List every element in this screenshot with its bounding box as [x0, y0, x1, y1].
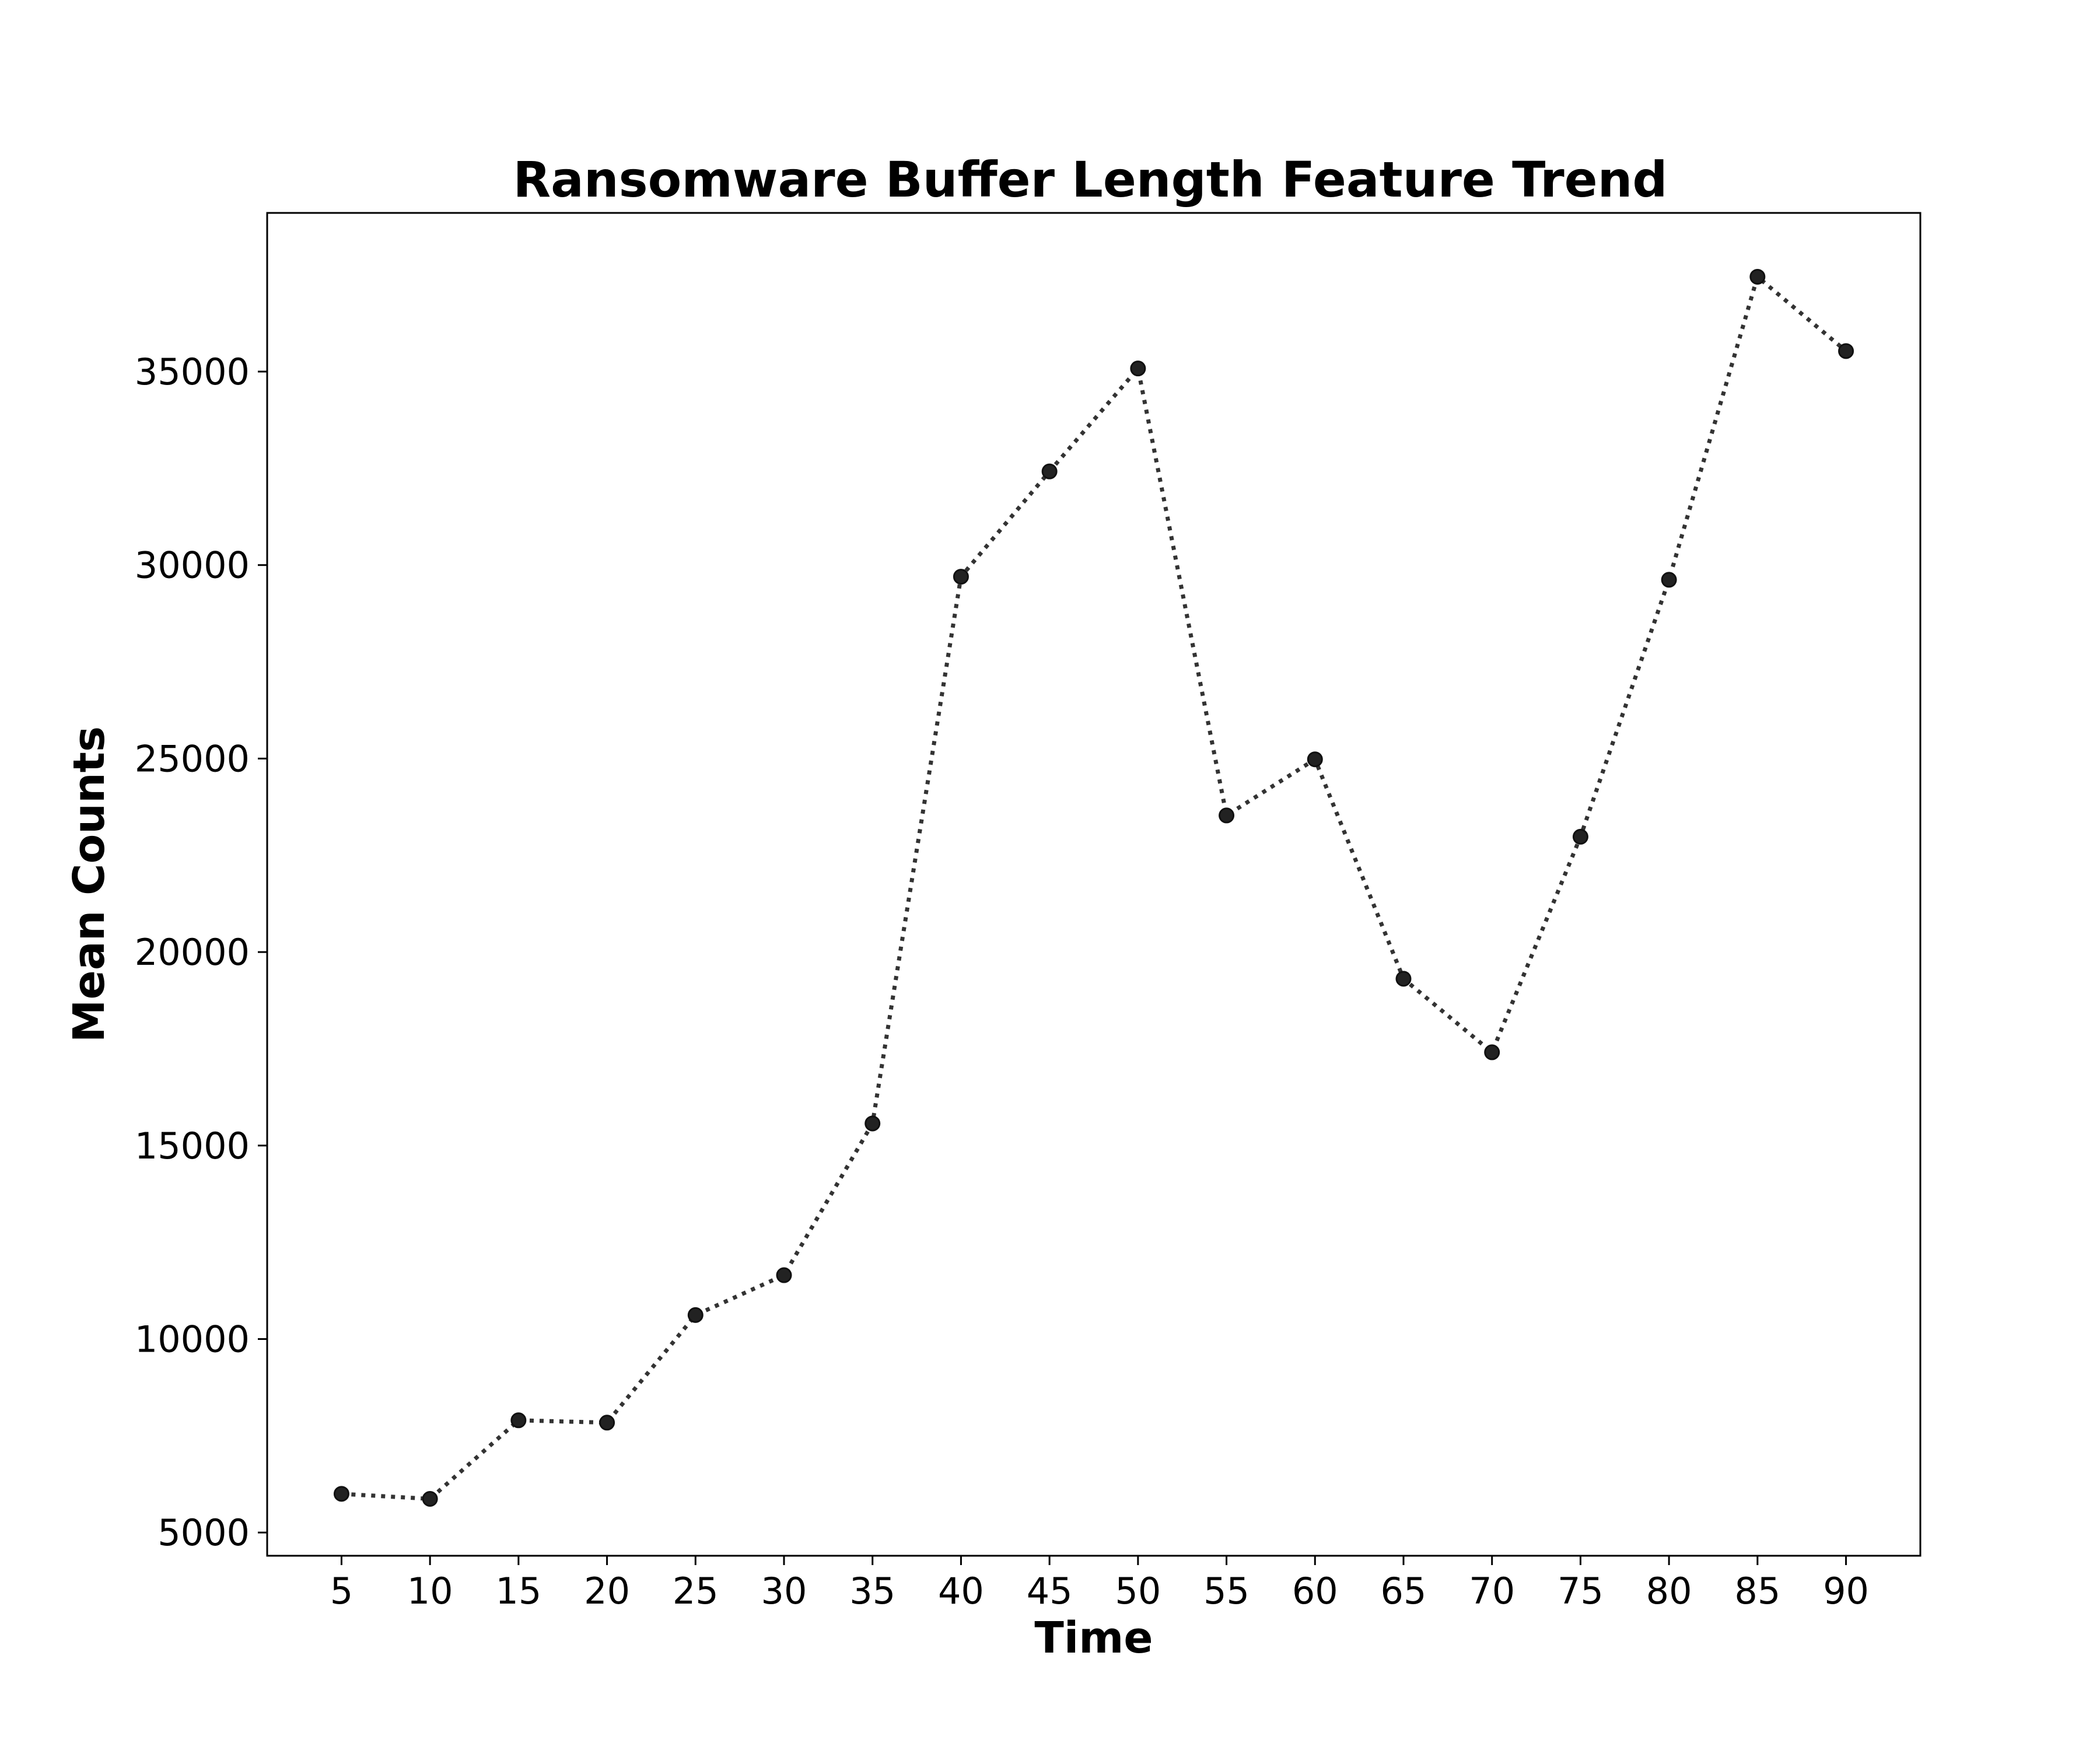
x-tick-label: 75	[1558, 1570, 1604, 1612]
data-point	[864, 1115, 881, 1132]
x-tick-label: 20	[584, 1570, 630, 1612]
data-point	[1572, 828, 1588, 845]
data-point	[422, 1490, 438, 1507]
y-tick-label: 35000	[135, 351, 250, 393]
x-tick-label: 60	[1292, 1570, 1338, 1612]
x-axis: 5 10 15 20 25 30 35 40 45 50 55 60 65 70 75 80 85 90	[330, 1556, 1869, 1612]
x-tick-label: 35	[849, 1570, 895, 1612]
data-point	[599, 1415, 615, 1431]
data-point	[1130, 360, 1146, 377]
data-point	[776, 1267, 792, 1283]
y-tick-label: 30000	[135, 544, 250, 587]
x-tick-label: 45	[1027, 1570, 1073, 1612]
chart-title: Ransomware Buffer Length Feature Trend	[513, 151, 1667, 208]
series-layer	[333, 268, 1854, 1507]
x-tick-label: 65	[1381, 1570, 1427, 1612]
y-tick-label: 25000	[135, 737, 250, 780]
plot-area-frame	[266, 212, 1922, 1557]
y-axis: 5000 10000 15000 20000 25000 30000 35000	[135, 351, 267, 1554]
data-point	[1484, 1044, 1500, 1060]
y-axis-label: Mean Counts	[64, 726, 114, 1042]
x-tick-label: 80	[1646, 1570, 1692, 1612]
data-point	[1041, 463, 1058, 480]
y-tick-label: 20000	[135, 931, 250, 974]
series-line	[341, 275, 1847, 1501]
x-tick-label: 30	[761, 1570, 807, 1612]
data-point	[333, 1486, 349, 1502]
x-tick-label: 5	[330, 1570, 353, 1612]
x-tick-label: 50	[1115, 1570, 1161, 1612]
x-axis-label: Time	[1034, 1613, 1153, 1663]
x-tick-label: 40	[938, 1570, 984, 1612]
y-tick-label: 15000	[135, 1125, 250, 1167]
data-point	[1219, 807, 1235, 824]
x-tick-label: 10	[407, 1570, 453, 1612]
data-point	[1838, 343, 1854, 359]
data-point	[1395, 971, 1412, 987]
data-point	[1307, 751, 1323, 768]
x-tick-label: 85	[1734, 1570, 1780, 1612]
data-point	[510, 1412, 527, 1429]
x-tick-label: 25	[673, 1570, 719, 1612]
x-tick-label: 15	[495, 1570, 541, 1612]
y-tick-label: 5000	[158, 1511, 250, 1554]
data-point	[953, 569, 969, 585]
data-point	[1661, 572, 1677, 588]
data-point	[687, 1307, 704, 1323]
y-tick-label: 10000	[135, 1318, 250, 1360]
x-tick-label: 90	[1823, 1570, 1869, 1612]
x-tick-label: 55	[1203, 1570, 1250, 1612]
x-tick-label: 70	[1469, 1570, 1515, 1612]
data-point	[1749, 268, 1766, 285]
